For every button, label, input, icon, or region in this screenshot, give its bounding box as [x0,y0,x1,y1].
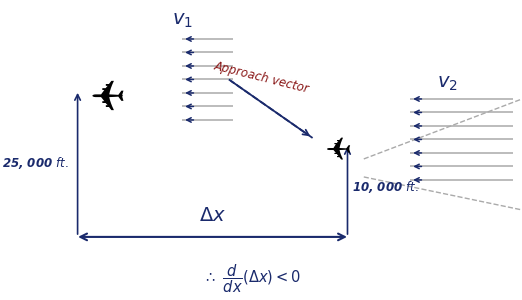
Text: 25, 000 $ft.$: 25, 000 $ft.$ [2,155,68,171]
Text: ✈: ✈ [85,69,121,111]
Text: ✈: ✈ [323,128,349,159]
Text: 10, 000 $ft.$: 10, 000 $ft.$ [352,179,419,195]
Text: $\mathbf{\mathit{v}}_1$: $\mathbf{\mathit{v}}_1$ [172,11,193,31]
Text: Approach vector: Approach vector [212,60,311,96]
Text: $\Delta x$: $\Delta x$ [199,206,226,225]
Text: $\mathbf{\mathit{v}}_2$: $\mathbf{\mathit{v}}_2$ [437,74,458,94]
Text: $\therefore \ \dfrac{d}{dx}(\Delta x) < 0$: $\therefore \ \dfrac{d}{dx}(\Delta x) < … [203,262,301,295]
